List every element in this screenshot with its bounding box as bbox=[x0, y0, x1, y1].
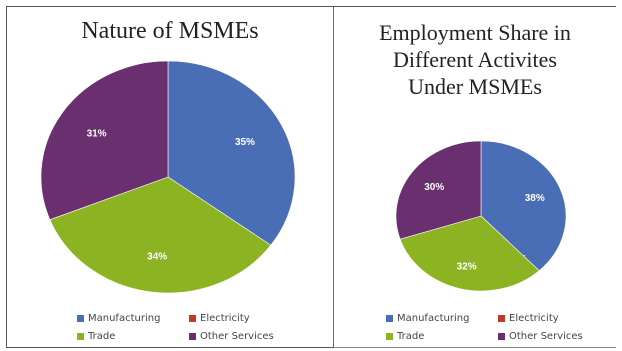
legend-label: Trade bbox=[397, 330, 425, 342]
legend-label: Electricity bbox=[200, 312, 250, 324]
chart-title-line: Different Activites bbox=[393, 47, 557, 72]
legend-swatch bbox=[386, 332, 393, 340]
legend-item-electricity: Electricity bbox=[498, 313, 559, 324]
pie-chart-nature: 35%0%34%31% bbox=[40, 60, 296, 294]
legend-label: Trade bbox=[88, 330, 116, 342]
legend-swatch bbox=[77, 332, 84, 340]
chart-panel-nature: Nature of MSMEs 35%0%34%31% Manufacturin… bbox=[6, 6, 334, 348]
pie-slice-manufacturing bbox=[167, 60, 296, 246]
pie-slice-manufacturing bbox=[480, 140, 567, 272]
chart-title-line: Employment Share in bbox=[379, 20, 571, 45]
legend-item-trade: Trade bbox=[386, 331, 498, 342]
legend-item-other-services: Other Services bbox=[189, 331, 274, 342]
chart-title-line: Under MSMEs bbox=[408, 74, 542, 99]
pie-slice-other-services bbox=[395, 140, 482, 240]
data-label-other-services: 31% bbox=[87, 129, 107, 140]
chart-title: Nature of MSMEs bbox=[7, 17, 333, 45]
legend-item-manufacturing: Manufacturing bbox=[77, 313, 189, 324]
legend: Manufacturing Electricity Trade Other Se… bbox=[77, 309, 274, 345]
legend-swatch bbox=[189, 314, 196, 322]
legend-swatch bbox=[189, 332, 196, 340]
legend-label: Other Services bbox=[200, 330, 274, 342]
legend-swatch bbox=[386, 314, 393, 322]
data-label-manufacturing: 35% bbox=[235, 137, 255, 148]
legend-item-electricity: Electricity bbox=[189, 313, 250, 324]
chart-title: Employment Share in Different Activites … bbox=[334, 19, 616, 100]
chart-title-line: Nature of MSMEs bbox=[81, 18, 259, 44]
legend-item-manufacturing: Manufacturing bbox=[386, 313, 498, 324]
pie-chart-employment: 38%0%32%30% bbox=[395, 140, 567, 292]
pie-slice-trade bbox=[49, 176, 272, 294]
legend-row: Manufacturing Electricity bbox=[77, 309, 274, 327]
legend-label: Manufacturing bbox=[397, 312, 470, 324]
legend: Manufacturing Electricity Trade Other Se… bbox=[386, 309, 583, 345]
legend-row: Trade Other Services bbox=[386, 327, 583, 345]
legend-label: Manufacturing bbox=[88, 312, 161, 324]
pie-slice-trade bbox=[399, 215, 540, 292]
legend-row: Manufacturing Electricity bbox=[386, 309, 583, 327]
data-label-other-services: 30% bbox=[424, 182, 444, 193]
legend-swatch bbox=[498, 314, 505, 322]
legend-swatch bbox=[498, 332, 505, 340]
legend-label: Other Services bbox=[509, 330, 583, 342]
data-label-manufacturing: 38% bbox=[525, 193, 545, 204]
data-label-trade: 34% bbox=[147, 251, 167, 262]
legend-item-other-services: Other Services bbox=[498, 331, 583, 342]
legend-row: Trade Other Services bbox=[77, 327, 274, 345]
pie-slice-other-services bbox=[40, 60, 169, 221]
legend-item-trade: Trade bbox=[77, 331, 189, 342]
chart-panel-employment: Employment Share in Different Activites … bbox=[334, 6, 616, 348]
legend-swatch bbox=[77, 314, 84, 322]
data-label-trade: 32% bbox=[457, 261, 477, 272]
legend-label: Electricity bbox=[509, 312, 559, 324]
